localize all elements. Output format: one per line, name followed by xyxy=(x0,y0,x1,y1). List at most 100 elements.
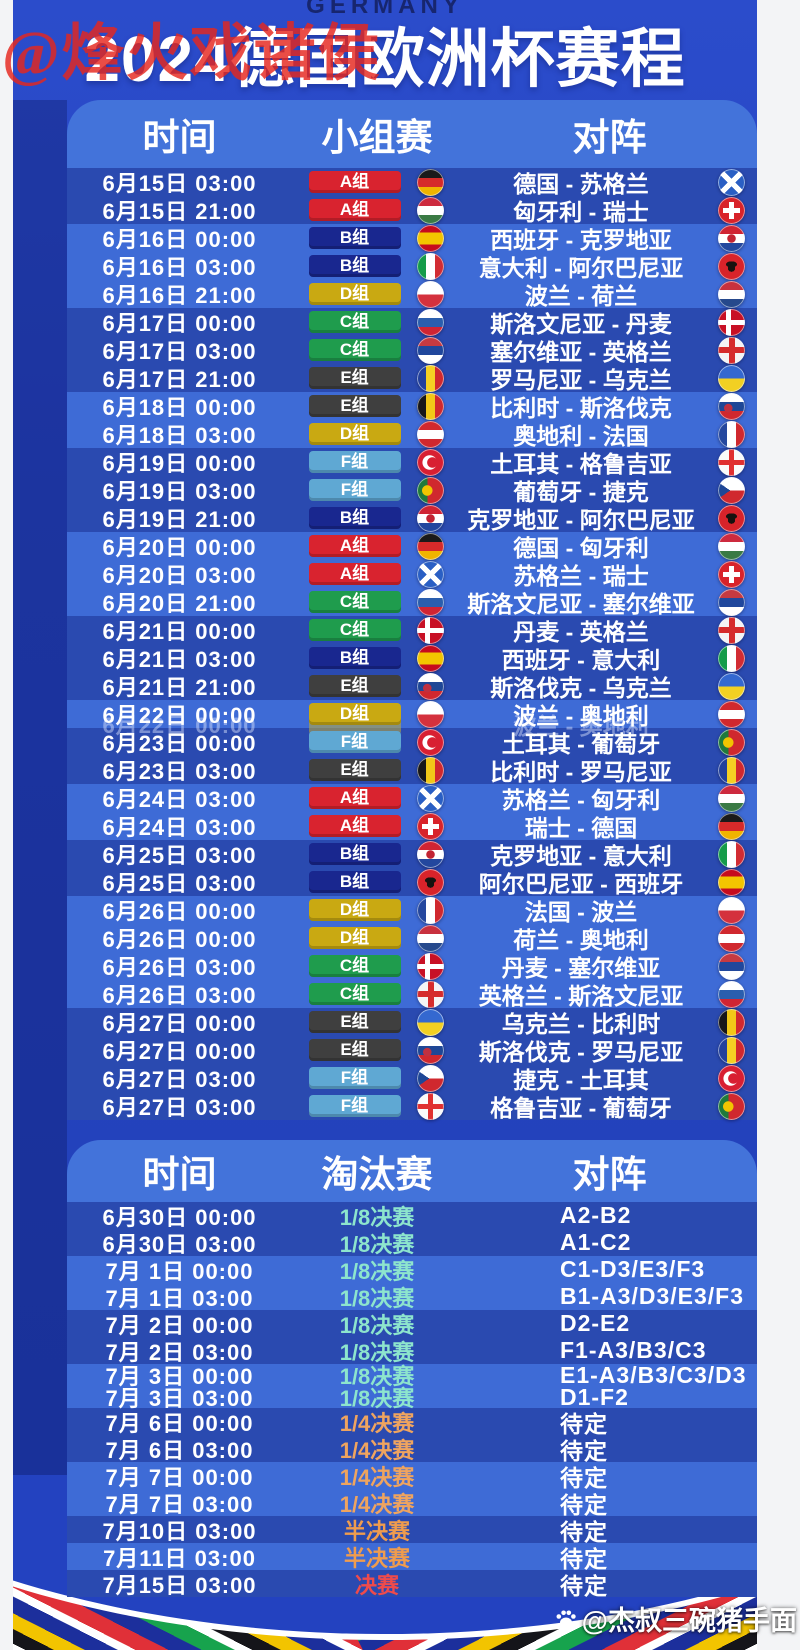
match-time: 7月 3日 00:00 xyxy=(105,1364,254,1389)
stage-label: 1/8决赛 xyxy=(339,1312,415,1338)
group-match-row: 6月19日 21:00 B组 克罗地亚 - 阿尔巴尼亚 xyxy=(67,504,757,533)
group-badge-cell: C组 xyxy=(292,619,417,641)
match-teams: 英格兰 - 斯洛文尼亚 xyxy=(478,983,684,1009)
stage-label: 1/8决赛 xyxy=(339,1258,415,1284)
knockout-table: 时间 淘汰赛 对阵 6月30日 00:00 1/8决赛 A2-B2 6月30日 03:… xyxy=(67,1140,757,1599)
match-time: 6月16日 21:00 xyxy=(102,283,257,308)
flag-poland-icon xyxy=(718,896,745,924)
match-time: 6月22日 00:00 xyxy=(102,703,257,728)
matchup-cell: 法国 - 波兰 xyxy=(417,893,757,927)
knockout-match-row: 7月 6日 00:00 1/4决赛 待定 xyxy=(67,1408,757,1437)
flag-spain-icon xyxy=(417,224,444,252)
stage-label: 1/4决赛 xyxy=(339,1410,415,1436)
poster-title: 2024德国欧洲杯赛程 xyxy=(84,23,686,95)
match-teams: 西班牙 - 克罗地亚 xyxy=(490,227,672,253)
match-time: 7月11日 03:00 xyxy=(103,1545,256,1571)
column-header-group: 小组赛 xyxy=(321,117,433,158)
flag-hungary-icon xyxy=(718,784,745,812)
knockout-match-row: 7月 1日 00:00 1/8决赛 C1-D3/E3/F3 xyxy=(67,1256,757,1284)
group-match-row: 6月26日 03:00 C组 丹麦 - 塞尔维亚 xyxy=(67,952,757,981)
group-badge: D组 xyxy=(308,927,401,949)
knockout-match-row: 7月 2日 03:00 1/8决赛 F1-A3/B3/C3 xyxy=(67,1337,757,1365)
group-badge-cell: E组 xyxy=(292,1039,417,1061)
match-time: 6月19日 00:00 xyxy=(102,451,257,476)
flag-croatia-icon xyxy=(417,840,444,868)
stage-label: 1/4决赛 xyxy=(339,1437,415,1463)
match-teams: 斯洛文尼亚 - 塞尔维亚 xyxy=(467,591,695,617)
group-match-row: 6月25日 03:00 B组 阿尔巴尼亚 - 西班牙 xyxy=(67,868,757,897)
flag-austria-icon xyxy=(718,700,745,728)
match-time: 6月23日 03:00 xyxy=(102,759,257,784)
match-teams: 待定 xyxy=(560,1491,608,1518)
group-badge-cell: E组 xyxy=(292,395,417,417)
matchup-cell: 奥地利 - 法国 xyxy=(417,417,757,451)
watermark-bottom-text: @杰叔三碗猪手面 xyxy=(581,1606,797,1636)
match-teams: 土耳其 - 葡萄牙 xyxy=(501,731,661,757)
group-badge-cell: C组 xyxy=(292,311,417,333)
match-time: 6月18日 00:00 xyxy=(102,395,257,420)
column-header-time: 时间 xyxy=(142,117,217,158)
match-teams: 斯洛文尼亚 - 丹麦 xyxy=(490,311,672,337)
stage-label: 决赛 xyxy=(354,1572,399,1598)
matchup-cell: 斯洛伐克 - 乌克兰 xyxy=(417,669,757,703)
group-match-row: 6月26日 03:00 C组 英格兰 - 斯洛文尼亚 xyxy=(67,980,757,1009)
group-badge: F组 xyxy=(308,1095,401,1117)
group-badge: C组 xyxy=(308,339,401,361)
stage-label: 1/8决赛 xyxy=(339,1285,415,1311)
group-badge-cell: F组 xyxy=(292,1067,417,1089)
match-time: 6月27日 00:00 xyxy=(102,1039,257,1064)
match-time: 6月26日 00:00 xyxy=(102,927,257,952)
match-time: 6月25日 03:00 xyxy=(102,843,257,868)
match-time: 6月26日 03:00 xyxy=(102,955,257,980)
match-teams: 瑞士 - 德国 xyxy=(524,815,638,841)
group-badge: B组 xyxy=(308,871,401,893)
group-badge: A组 xyxy=(308,787,401,809)
flag-albania-icon xyxy=(718,252,745,280)
match-time: 6月16日 03:00 xyxy=(102,255,257,280)
flag-denmark-icon xyxy=(417,952,444,980)
matchup-cell: 格鲁吉亚 - 葡萄牙 xyxy=(417,1089,757,1123)
match-teams: 塞尔维亚 - 英格兰 xyxy=(490,339,672,365)
group-match-row: 6月23日 03:00 E组 比利时 - 罗马尼亚 xyxy=(67,756,757,785)
match-teams: 德国 - 苏格兰 xyxy=(513,171,649,197)
match-teams: 法国 - 波兰 xyxy=(524,899,638,925)
group-badge-cell: C组 xyxy=(292,983,417,1005)
match-time: 6月15日 21:00 xyxy=(102,199,257,224)
stage-label: 1/4决赛 xyxy=(339,1464,415,1490)
germany-label: GERMANY xyxy=(306,0,464,13)
match-teams: 葡萄牙 - 捷克 xyxy=(513,479,649,505)
matchup-cell: 乌克兰 - 比利时 xyxy=(417,1005,757,1039)
flag-slovenia-icon xyxy=(417,308,444,336)
group-badge-cell: F组 xyxy=(292,451,417,473)
match-teams: 待定 xyxy=(560,1545,608,1572)
match-time: 6月17日 21:00 xyxy=(102,367,257,392)
stage-label: 1/8决赛 xyxy=(339,1204,415,1230)
knockout-match-row: 7月 7日 00:00 1/4决赛 待定 xyxy=(67,1462,757,1491)
group-badge-cell: E组 xyxy=(292,675,417,697)
stage-label: 1/8决赛 xyxy=(339,1231,415,1257)
match-teams: 克罗地亚 - 意大利 xyxy=(490,843,672,869)
knockout-match-row: 6月30日 03:00 1/8决赛 A1-C2 xyxy=(67,1229,757,1257)
match-teams: 克罗地亚 - 阿尔巴尼亚 xyxy=(467,507,695,533)
match-time: 6月21日 03:00 xyxy=(102,647,257,672)
match-time: 6月21日 21:00 xyxy=(102,675,257,700)
flag-spain-icon xyxy=(718,868,745,896)
flag-italy-icon xyxy=(718,840,745,868)
match-time: 6月30日 00:00 xyxy=(102,1204,257,1230)
column-header-stage: 淘汰赛 xyxy=(321,1154,433,1195)
flag-switzerland-icon xyxy=(718,560,745,588)
flag-ukraine-icon xyxy=(417,1008,444,1036)
flag-serbia-icon xyxy=(718,952,745,980)
group-match-row: 6月24日 03:00 A组 苏格兰 - 匈牙利 xyxy=(67,784,757,813)
flag-ukraine-icon xyxy=(718,364,745,392)
group-badge: B组 xyxy=(308,255,401,277)
match-time: 6月30日 03:00 xyxy=(102,1231,257,1257)
group-badge: C组 xyxy=(308,311,401,333)
flag-albania-icon xyxy=(417,868,444,896)
stage-label: 半决赛 xyxy=(343,1518,410,1544)
match-time: 6月15日 03:00 xyxy=(102,171,257,196)
flag-turkey-icon xyxy=(417,448,444,476)
match-time: 6月19日 03:00 xyxy=(102,479,257,504)
flag-england-icon xyxy=(417,980,444,1008)
match-teams: 苏格兰 - 匈牙利 xyxy=(501,787,661,813)
